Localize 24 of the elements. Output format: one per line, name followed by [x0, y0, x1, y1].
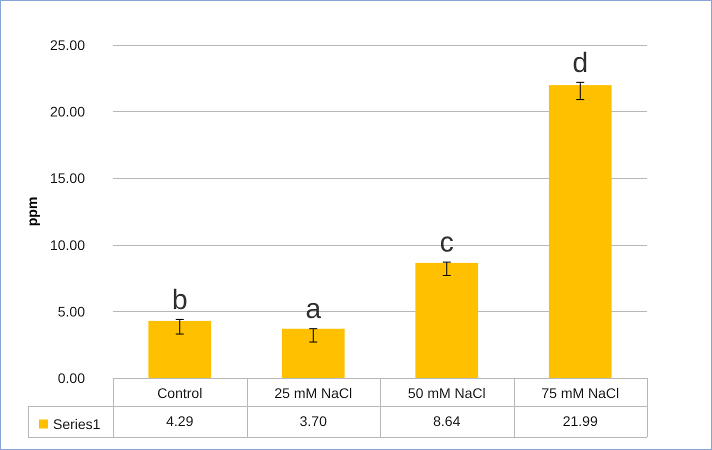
- x-tick-label: 75 mM NaCl: [541, 385, 620, 401]
- annotation: d: [572, 46, 588, 78]
- bar: [148, 320, 212, 378]
- y-tick-label: 10.00: [50, 236, 86, 253]
- legend-label: Series1: [53, 416, 101, 432]
- bar: [415, 262, 478, 378]
- annotation: b: [172, 284, 188, 315]
- y-tick-label: 5.00: [58, 303, 86, 320]
- x-tick-label: 25 mM NaCl: [274, 385, 352, 401]
- bar: [282, 328, 345, 378]
- annotation: a: [305, 293, 322, 324]
- y-tick-label: 15.00: [50, 170, 86, 186]
- x-tick-label: 50 mM NaCl: [408, 385, 486, 401]
- y-tick-label: 25.00: [50, 37, 86, 53]
- annotation: c: [440, 226, 454, 258]
- bar: [548, 85, 612, 378]
- data-label: 3.70: [298, 413, 328, 429]
- y-axis-title: ppm: [24, 196, 40, 226]
- data-label: 21.99: [562, 413, 599, 429]
- x-tick-label: Control: [157, 385, 202, 401]
- data-label: 4.29: [165, 413, 194, 429]
- y-tick-label: 0.00: [58, 370, 86, 386]
- data-label: 8.64: [432, 413, 462, 429]
- y-tick-label: 20.00: [50, 104, 86, 120]
